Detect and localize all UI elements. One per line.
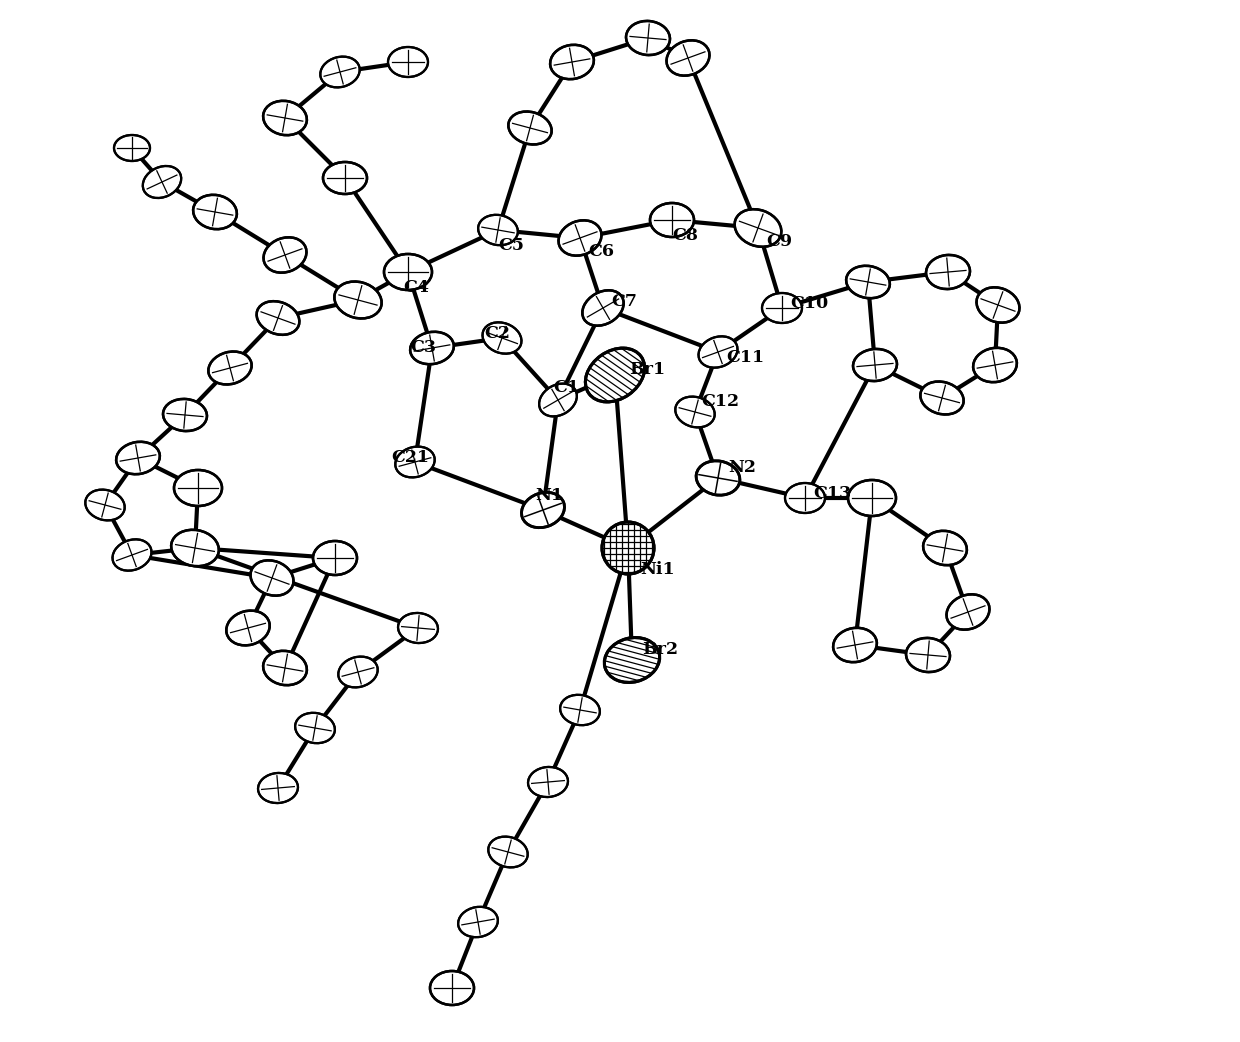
Ellipse shape (833, 628, 877, 662)
Ellipse shape (335, 281, 382, 319)
Ellipse shape (539, 383, 577, 417)
Ellipse shape (143, 166, 181, 198)
Text: C1: C1 (553, 379, 579, 397)
Text: C10: C10 (790, 295, 828, 312)
Ellipse shape (410, 331, 454, 365)
Ellipse shape (551, 45, 594, 79)
Ellipse shape (650, 203, 694, 237)
Ellipse shape (601, 522, 653, 574)
Text: C7: C7 (611, 294, 637, 311)
Ellipse shape (226, 611, 270, 645)
Ellipse shape (162, 399, 207, 431)
Ellipse shape (339, 656, 378, 688)
Ellipse shape (848, 480, 897, 516)
Ellipse shape (528, 767, 568, 797)
Text: C13: C13 (813, 485, 851, 501)
Ellipse shape (86, 490, 125, 520)
Ellipse shape (264, 238, 306, 273)
Text: C4: C4 (403, 279, 429, 297)
Ellipse shape (258, 773, 298, 803)
Ellipse shape (676, 397, 714, 427)
Ellipse shape (977, 288, 1019, 323)
Ellipse shape (322, 162, 367, 194)
Ellipse shape (853, 349, 897, 381)
Ellipse shape (384, 254, 432, 290)
Text: C11: C11 (725, 349, 764, 367)
Ellipse shape (257, 301, 299, 334)
Ellipse shape (250, 561, 294, 596)
Ellipse shape (522, 492, 564, 527)
Text: Br2: Br2 (642, 642, 678, 659)
Text: Br1: Br1 (629, 362, 665, 378)
Ellipse shape (696, 461, 740, 495)
Ellipse shape (585, 348, 645, 402)
Ellipse shape (295, 713, 335, 743)
Ellipse shape (174, 470, 222, 506)
Ellipse shape (482, 322, 522, 353)
Ellipse shape (263, 101, 306, 135)
Ellipse shape (430, 971, 474, 1004)
Text: N1: N1 (534, 488, 563, 504)
Ellipse shape (558, 220, 601, 255)
Ellipse shape (508, 111, 552, 145)
Ellipse shape (560, 695, 600, 725)
Ellipse shape (208, 351, 252, 384)
Ellipse shape (906, 638, 950, 672)
Ellipse shape (973, 348, 1017, 382)
Text: C9: C9 (766, 233, 792, 250)
Ellipse shape (458, 907, 498, 937)
Ellipse shape (312, 541, 357, 575)
Text: C6: C6 (588, 244, 614, 260)
Ellipse shape (785, 483, 825, 513)
Text: C8: C8 (672, 227, 698, 245)
Ellipse shape (117, 442, 160, 474)
Ellipse shape (479, 215, 518, 245)
Ellipse shape (923, 530, 967, 565)
Ellipse shape (763, 293, 802, 323)
Ellipse shape (604, 638, 660, 683)
Ellipse shape (396, 447, 435, 477)
Text: C12: C12 (701, 394, 739, 411)
Text: C5: C5 (498, 238, 525, 254)
Text: Ni1: Ni1 (640, 562, 675, 578)
Text: N2: N2 (728, 460, 756, 476)
Ellipse shape (320, 56, 360, 88)
Ellipse shape (920, 381, 963, 415)
Text: C21: C21 (391, 448, 429, 466)
Ellipse shape (388, 47, 428, 77)
Ellipse shape (193, 195, 237, 229)
Text: C2: C2 (484, 324, 510, 342)
Ellipse shape (263, 651, 306, 686)
Ellipse shape (113, 540, 151, 571)
Text: C3: C3 (410, 340, 436, 356)
Ellipse shape (698, 337, 738, 368)
Ellipse shape (489, 837, 528, 867)
Ellipse shape (398, 613, 438, 643)
Ellipse shape (846, 266, 890, 298)
Ellipse shape (583, 291, 624, 326)
Ellipse shape (667, 41, 709, 76)
Ellipse shape (926, 255, 970, 289)
Ellipse shape (946, 594, 990, 629)
Ellipse shape (626, 21, 670, 55)
Ellipse shape (734, 209, 781, 247)
Ellipse shape (171, 529, 218, 566)
Ellipse shape (114, 135, 150, 162)
